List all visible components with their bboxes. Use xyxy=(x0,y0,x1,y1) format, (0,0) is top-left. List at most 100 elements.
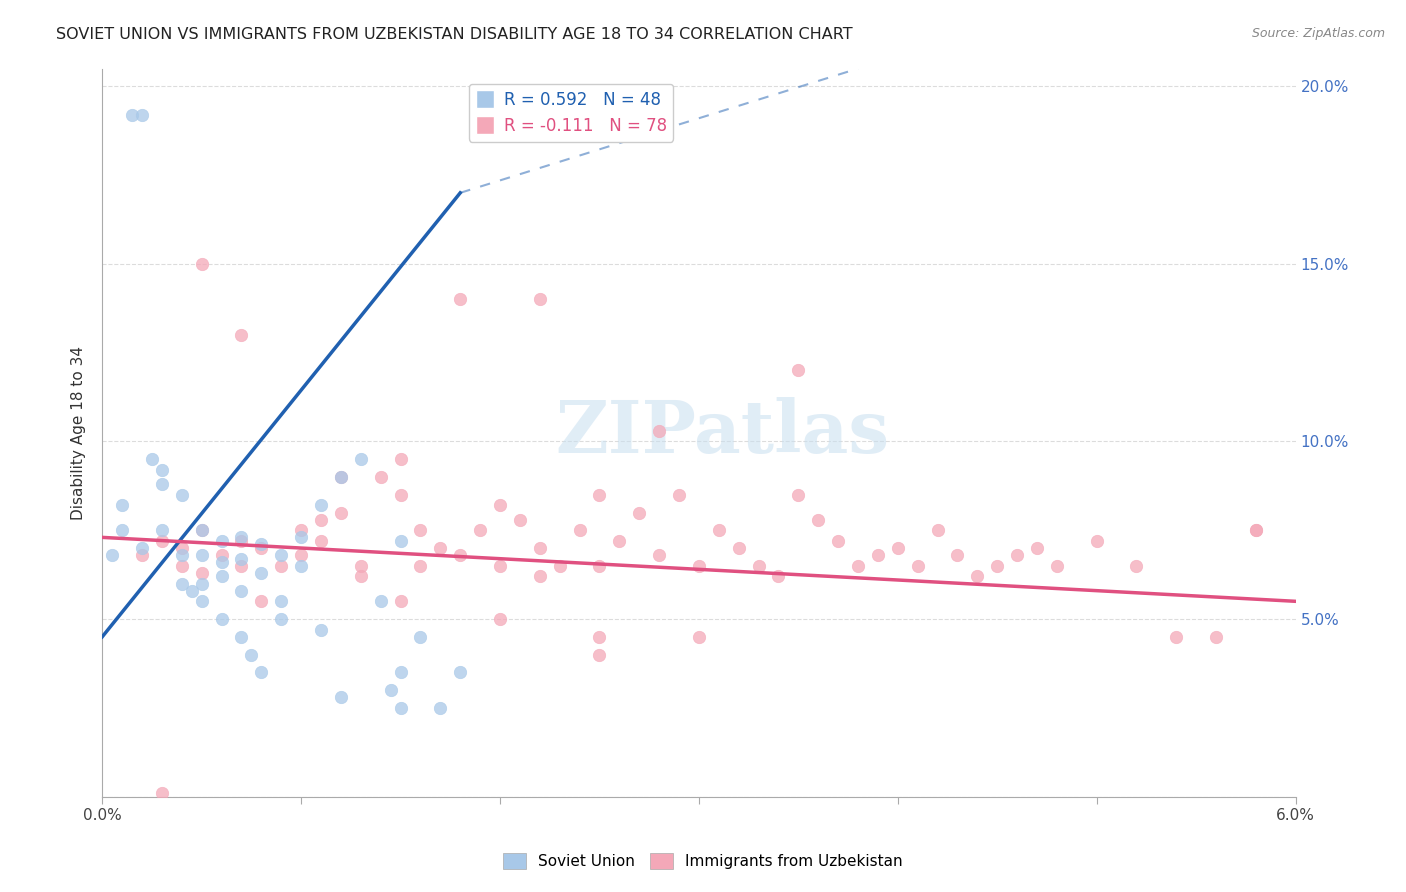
Point xyxy=(150,463,173,477)
Point xyxy=(290,558,312,573)
Point xyxy=(250,665,273,680)
Point xyxy=(768,569,790,583)
Point xyxy=(170,576,193,591)
Point xyxy=(231,583,253,598)
Point xyxy=(468,523,491,537)
Point xyxy=(190,523,212,537)
Point xyxy=(668,488,690,502)
Point xyxy=(270,548,292,562)
Point xyxy=(489,612,512,626)
Point xyxy=(231,533,253,548)
Point xyxy=(449,293,471,307)
Point xyxy=(389,452,412,467)
Point xyxy=(270,594,292,608)
Point xyxy=(529,569,551,583)
Point xyxy=(509,513,531,527)
Point xyxy=(309,513,332,527)
Point xyxy=(1085,533,1108,548)
Point xyxy=(231,530,253,544)
Point xyxy=(231,551,253,566)
Point xyxy=(707,523,730,537)
Legend: R = 0.592   N = 48, R = -0.111   N = 78: R = 0.592 N = 48, R = -0.111 N = 78 xyxy=(468,84,673,142)
Point xyxy=(131,541,153,555)
Point xyxy=(370,594,392,608)
Point xyxy=(101,548,124,562)
Point xyxy=(350,569,373,583)
Point xyxy=(449,665,471,680)
Point xyxy=(946,548,969,562)
Point xyxy=(170,541,193,555)
Point xyxy=(389,665,412,680)
Point xyxy=(548,558,571,573)
Point xyxy=(211,555,233,569)
Point xyxy=(190,566,212,580)
Point xyxy=(1166,630,1188,644)
Point xyxy=(290,523,312,537)
Point xyxy=(270,612,292,626)
Point xyxy=(231,630,253,644)
Point xyxy=(568,523,591,537)
Point xyxy=(250,541,273,555)
Point xyxy=(150,523,173,537)
Point xyxy=(150,786,173,800)
Point xyxy=(409,523,432,537)
Point xyxy=(389,533,412,548)
Point xyxy=(350,452,373,467)
Point xyxy=(787,363,810,377)
Point xyxy=(121,108,143,122)
Point xyxy=(150,477,173,491)
Point xyxy=(290,530,312,544)
Point xyxy=(190,523,212,537)
Point xyxy=(489,499,512,513)
Text: Source: ZipAtlas.com: Source: ZipAtlas.com xyxy=(1251,27,1385,40)
Point xyxy=(628,506,651,520)
Point xyxy=(389,701,412,715)
Point xyxy=(787,488,810,502)
Point xyxy=(231,327,253,342)
Point xyxy=(250,594,273,608)
Point xyxy=(489,558,512,573)
Point xyxy=(588,648,610,662)
Point xyxy=(1205,630,1227,644)
Point xyxy=(429,541,451,555)
Point xyxy=(131,108,153,122)
Point xyxy=(529,541,551,555)
Point xyxy=(290,548,312,562)
Point xyxy=(588,630,610,644)
Point xyxy=(250,566,273,580)
Point xyxy=(607,533,630,548)
Point xyxy=(986,558,1008,573)
Point xyxy=(688,630,710,644)
Point xyxy=(370,470,392,484)
Point xyxy=(141,452,163,467)
Point xyxy=(748,558,770,573)
Point xyxy=(211,612,233,626)
Point xyxy=(887,541,910,555)
Point xyxy=(1046,558,1069,573)
Point xyxy=(866,548,889,562)
Text: SOVIET UNION VS IMMIGRANTS FROM UZBEKISTAN DISABILITY AGE 18 TO 34 CORRELATION C: SOVIET UNION VS IMMIGRANTS FROM UZBEKIST… xyxy=(56,27,853,42)
Point xyxy=(270,558,292,573)
Point xyxy=(1005,548,1028,562)
Point xyxy=(111,523,134,537)
Legend: Soviet Union, Immigrants from Uzbekistan: Soviet Union, Immigrants from Uzbekistan xyxy=(496,847,910,875)
Point xyxy=(250,537,273,551)
Text: ZIPatlas: ZIPatlas xyxy=(555,397,890,468)
Point xyxy=(150,533,173,548)
Point xyxy=(927,523,949,537)
Point xyxy=(240,648,263,662)
Point xyxy=(329,470,352,484)
Point xyxy=(309,499,332,513)
Point xyxy=(1244,523,1267,537)
Point xyxy=(190,576,212,591)
Point xyxy=(429,701,451,715)
Point xyxy=(211,533,233,548)
Y-axis label: Disability Age 18 to 34: Disability Age 18 to 34 xyxy=(72,345,86,520)
Point xyxy=(190,257,212,271)
Point xyxy=(449,548,471,562)
Point xyxy=(409,558,432,573)
Point xyxy=(588,558,610,573)
Point xyxy=(389,488,412,502)
Point xyxy=(329,506,352,520)
Point xyxy=(727,541,749,555)
